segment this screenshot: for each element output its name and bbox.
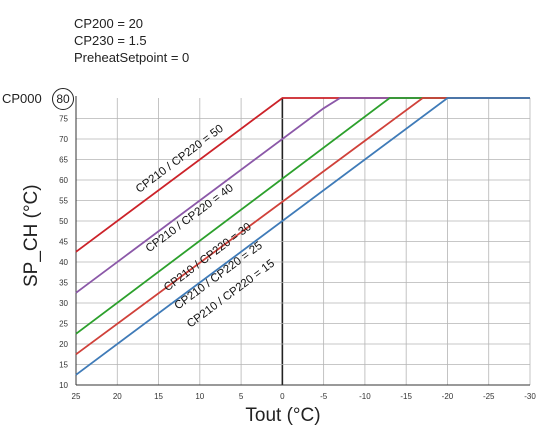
y-tick-label: 35 bbox=[59, 279, 68, 288]
series-line bbox=[75, 97, 530, 376]
param-preheat-setpoint: PreheatSetpoint = 0 bbox=[74, 50, 190, 65]
y-tick-label: 65 bbox=[59, 156, 68, 165]
y-tick-label: 10 bbox=[59, 381, 68, 390]
y-tick-label: 25 bbox=[59, 320, 68, 329]
x-tick-label: -15 bbox=[400, 392, 412, 401]
y-tick-label: 15 bbox=[59, 361, 68, 370]
cp000-value-badge: 80 bbox=[52, 88, 74, 110]
x-tick-label: 10 bbox=[195, 392, 204, 401]
cp000-label: CP000 bbox=[2, 91, 42, 106]
x-tick-label: 5 bbox=[239, 392, 244, 401]
x-tick-label: 25 bbox=[72, 392, 81, 401]
y-tick-label: 30 bbox=[59, 299, 68, 308]
x-tick-label: 0 bbox=[280, 392, 285, 401]
x-tick-label: -20 bbox=[442, 392, 454, 401]
param-cp230: CP230 = 1.5 bbox=[74, 33, 147, 48]
x-tick-label: -25 bbox=[483, 392, 495, 401]
param-cp200: CP200 = 20 bbox=[74, 16, 144, 31]
series-line bbox=[75, 97, 530, 253]
y-tick-label: 40 bbox=[59, 258, 68, 267]
y-tick-label: 70 bbox=[59, 135, 68, 144]
series-line bbox=[75, 97, 530, 335]
y-tick-label: 20 bbox=[59, 340, 68, 349]
parameter-list: CP200 = 20 CP230 = 1.5 PreheatSetpoint =… bbox=[74, 15, 189, 66]
y-tick-label: 60 bbox=[59, 176, 68, 185]
y-tick-label: 45 bbox=[59, 238, 68, 247]
x-tick-label: -30 bbox=[524, 392, 536, 401]
x-tick-label: 20 bbox=[113, 392, 122, 401]
x-tick-label: 15 bbox=[154, 392, 163, 401]
x-tick-label: -5 bbox=[320, 392, 328, 401]
x-tick-label: -10 bbox=[359, 392, 371, 401]
x-axis-title: Tout (°C) bbox=[245, 405, 321, 426]
y-tick-label: 55 bbox=[59, 197, 68, 206]
y-tick-label: 50 bbox=[59, 217, 68, 226]
series-line bbox=[75, 97, 530, 356]
y-tick-label: 75 bbox=[59, 115, 68, 124]
series-line bbox=[75, 97, 530, 294]
